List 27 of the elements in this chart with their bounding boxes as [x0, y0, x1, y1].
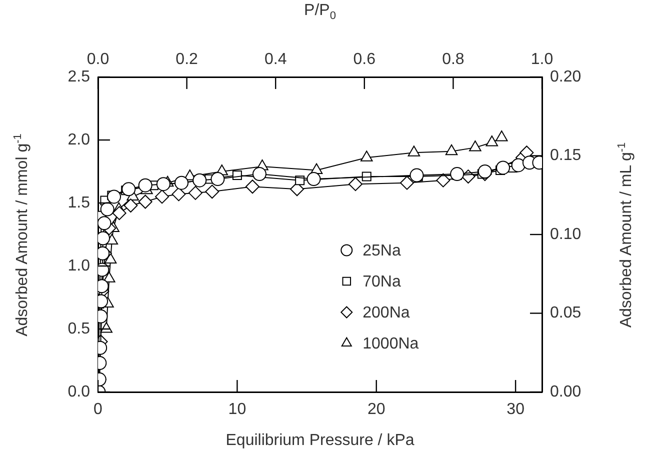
- x2-tick-label: 1.0: [530, 50, 554, 68]
- x2-tick-label: 0.2: [176, 50, 198, 68]
- x2-tick-label: 0.0: [86, 50, 110, 68]
- x2-tick-label: 0.6: [353, 50, 376, 68]
- x2-tick-label: 0.8: [442, 50, 464, 68]
- y2-tick-label: 0.15: [550, 147, 582, 164]
- legend-label: 25Na: [362, 242, 401, 260]
- x-axis-title: Equilibrium Pressure / kPa: [226, 432, 414, 450]
- x-tick-label: 0: [94, 401, 103, 418]
- x-tick-label: 20: [367, 401, 386, 418]
- legend-label: 1000Na: [362, 336, 419, 353]
- x-tick-label: 10: [228, 401, 246, 418]
- y-tick-label: 1.0: [68, 257, 90, 274]
- y2-tick-label: 0.20: [550, 68, 582, 86]
- legend-label: 200Na: [362, 304, 410, 322]
- y-tick-label: 0.0: [68, 383, 90, 400]
- y-tick-label: 2.5: [68, 68, 90, 86]
- legend-label: 70Na: [362, 274, 401, 291]
- y2-tick-label: 0.10: [550, 226, 582, 243]
- y-tick-label: 2.0: [68, 131, 90, 148]
- y-tick-label: 1.5: [68, 194, 90, 212]
- y-tick-label: 0.5: [68, 320, 90, 338]
- y2-tick-label: 0.00: [550, 383, 582, 400]
- y2-tick-label: 0.05: [550, 304, 582, 322]
- x2-tick-label: 0.4: [264, 50, 287, 68]
- x-tick-label: 30: [506, 401, 525, 418]
- x2-axis-title: P/P$_{0}$: [304, 2, 336, 22]
